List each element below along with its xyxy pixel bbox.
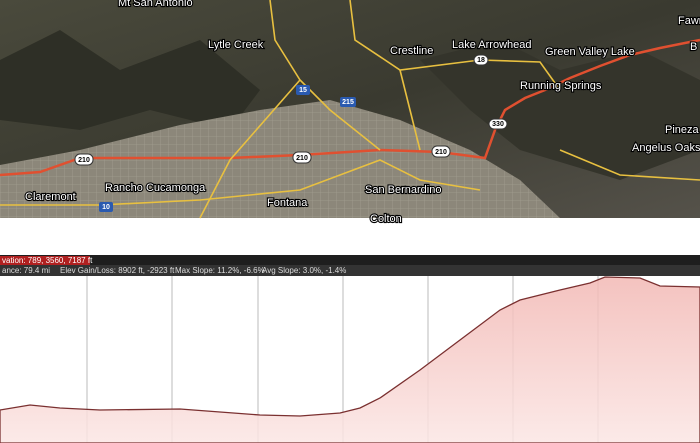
place-label: San Bernardino (365, 184, 441, 196)
place-label: Crestline (390, 45, 433, 57)
shield (431, 145, 451, 158)
city-plain (0, 100, 560, 218)
route (0, 38, 700, 177)
map[interactable] (0, 0, 700, 219)
shield-number: 210 (296, 155, 308, 162)
ridge (0, 30, 260, 130)
toolbar (0, 255, 700, 265)
elevation-box (0, 256, 90, 265)
shield-number: 330 (492, 121, 504, 128)
place-label: Pineza (665, 124, 700, 136)
place-label: Green Valley Lake (545, 46, 635, 58)
place-label: Rancho Cucamonga (105, 182, 206, 194)
stat: ance: 79.4 mi (2, 266, 50, 275)
shield (292, 151, 312, 164)
shield-number: 18 (477, 57, 485, 64)
map-labels: Mt San Antonio Lytle Creek Crestline Lak… (24, 0, 700, 226)
shield (488, 118, 508, 130)
shield-number: 215 (342, 99, 354, 106)
shields: 15 215 18 330 210 210 210 10 (74, 54, 508, 212)
shield-number: 15 (299, 87, 307, 94)
shield-number: 10 (102, 204, 110, 211)
shield (340, 97, 356, 107)
ridge (420, 40, 700, 180)
stat: Max Slope: 11.2%, -6.6% (175, 266, 265, 275)
place-label: B (690, 41, 697, 53)
place-label: Angelus Oaks (632, 142, 700, 154)
roads (0, 0, 700, 219)
stat: Avg Slope: 3.0%, -1.4% (262, 266, 346, 275)
place-label: Colton (370, 213, 402, 225)
place-label: Fawn (678, 15, 700, 27)
place-label: Claremont (25, 191, 76, 203)
place-label: Lake Arrowhead (452, 39, 532, 51)
shield (473, 54, 489, 66)
place-label: Fontana (267, 197, 308, 209)
stat: Elev Gain/Loss: 8902 ft, -2923 ft (60, 266, 175, 275)
shield (296, 85, 310, 95)
place-label: Mt San Antonio (118, 0, 193, 9)
shield (99, 202, 113, 212)
elevation-readout: vation: 789, 3560, 7187 ft (2, 256, 93, 265)
place-label: Running Springs (520, 80, 602, 92)
elevation-profile[interactable] (0, 276, 700, 443)
profile-area (0, 276, 700, 443)
stats-bar (0, 265, 700, 276)
shield-number: 210 (78, 157, 90, 164)
shield (74, 153, 94, 166)
shield-number: 210 (435, 149, 447, 156)
place-label: Lytle Creek (208, 39, 264, 51)
